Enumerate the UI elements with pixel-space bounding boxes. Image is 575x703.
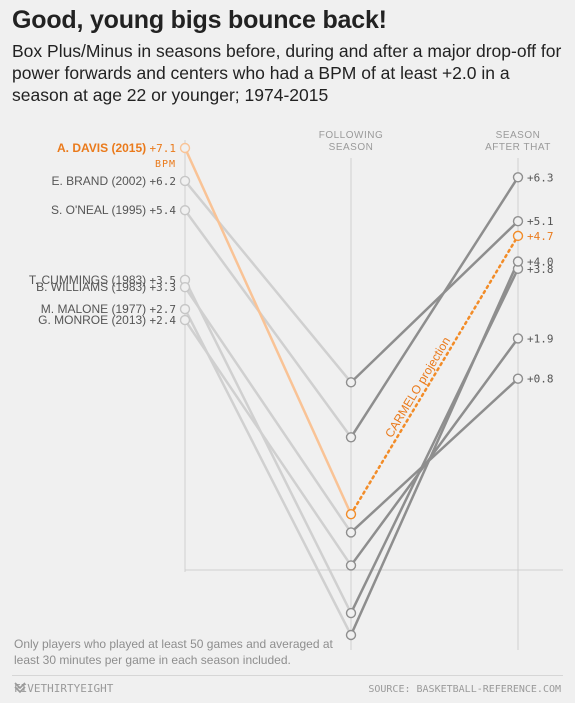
chart-title: Good, young bigs bounce back!: [12, 6, 387, 34]
fivethirtyeight-logo-icon: [14, 682, 26, 694]
point-a-davis-2015-2: [512, 230, 524, 242]
label-e-brand-2002: E. BRAND (2002) +6.2: [51, 174, 176, 188]
label-g-monroe-2013: G. MONROE (2013) +2.4: [38, 313, 176, 327]
value-label-b-williams-1983-final: +0.8: [527, 373, 554, 386]
label-a-davis-2015: A. DAVIS (2015) +7.1: [57, 141, 176, 155]
line-e-brand-2002-rebound: [350, 220, 519, 384]
line-a-davis-2015-projection: [349, 234, 520, 516]
value-label-s-o-neal-1995-final: +6.3: [527, 171, 554, 184]
point-t-cummings-1983-1: [345, 607, 357, 619]
point-b-williams-1983-2: [512, 373, 524, 384]
brand-name: FIVETHIRTYEIGHT: [14, 682, 114, 695]
line-e-brand-2002-drop: [184, 180, 352, 384]
line-s-o-neal-1995-drop: [183, 209, 353, 439]
line-t-cummings-1983-drop: [183, 279, 353, 614]
line-b-williams-1983-rebound: [350, 377, 519, 534]
point-m-malone-1977-0: [179, 303, 191, 315]
point-a-davis-2015-1: [345, 508, 357, 520]
line-g-monroe-2013-rebound: [349, 337, 520, 567]
point-a-davis-2015-0: [179, 142, 191, 154]
column-header-1-line-1: FOLLOWING: [319, 130, 384, 141]
point-g-monroe-2013-0: [179, 314, 191, 326]
brand-logo: FIVETHIRTYEIGHT: [14, 682, 113, 695]
point-s-o-neal-1995-1: [345, 432, 357, 443]
point-m-malone-1977-1: [345, 629, 357, 641]
line-g-monroe-2013-drop: [183, 319, 353, 567]
point-b-williams-1983-1: [345, 527, 357, 538]
column-header-2-line-1: SEASON: [496, 130, 541, 141]
label-s-o-neal-1995: S. O'NEAL (1995) +5.4: [51, 203, 176, 217]
footer-divider: [12, 675, 563, 676]
chart-subtitle: Box Plus/Minus in seasons before, during…: [12, 41, 562, 105]
line-s-o-neal-1995-rebound: [349, 176, 520, 438]
point-g-monroe-2013-2: [512, 333, 524, 344]
column-header-1-line-2: SEASON: [329, 142, 374, 153]
line-m-malone-1977-drop: [183, 308, 353, 636]
point-s-o-neal-1995-0: [179, 205, 191, 216]
point-e-brand-2002-0: [179, 175, 191, 187]
line-a-davis-2015-drop: [183, 147, 353, 515]
point-b-williams-1983-0: [179, 281, 191, 293]
value-label-e-brand-2002-final: +5.1: [527, 215, 554, 228]
label-t-cummings-1983: T. CUMMINGS (1983) +3.5: [29, 273, 176, 287]
point-s-o-neal-1995-2: [512, 172, 524, 183]
point-g-monroe-2013-1: [345, 560, 357, 571]
value-label-t-cummings-1983-final: +3.8: [527, 263, 554, 276]
value-label-m-malone-1977-final: +4.0: [527, 256, 554, 269]
value-label-a-davis-2015-final: +4.7: [527, 230, 554, 243]
footnote: Only players who played at least 50 game…: [14, 637, 333, 667]
point-e-brand-2002-1: [345, 377, 357, 388]
value-label-g-monroe-2013-final: +1.9: [527, 332, 554, 345]
label-m-malone-1977: M. MALONE (1977) +2.7: [41, 302, 176, 316]
source-note: SOURCE: BASKETBALL-REFERENCE.COM: [368, 684, 561, 695]
line-b-williams-1983-drop: [183, 286, 353, 534]
column-header-2-line-2: AFTER THAT: [485, 142, 551, 153]
unit-label-bpm: BPM: [155, 159, 176, 170]
label-b-williams-1983: B. WILLIAMS (1983) +3.3: [36, 280, 176, 294]
line-m-malone-1977-rebound: [349, 261, 520, 636]
point-m-malone-1977-2: [512, 256, 524, 267]
point-e-brand-2002-2: [512, 216, 524, 227]
